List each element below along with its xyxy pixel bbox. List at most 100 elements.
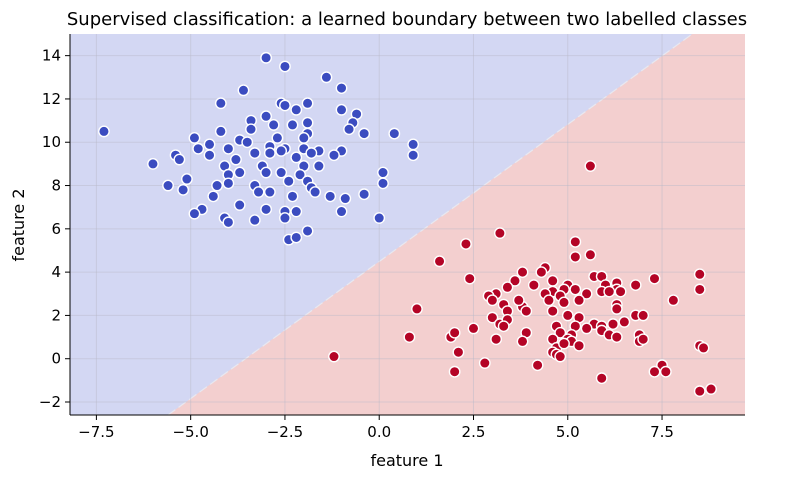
point-class-a (98, 125, 110, 138)
point-class-a (275, 144, 288, 157)
point-class-a (373, 212, 386, 224)
decision-regions (70, 34, 745, 415)
point-class-a (214, 125, 227, 138)
point-class-a (237, 84, 250, 97)
point-class-a (290, 103, 303, 116)
y-tick-label: 10 (42, 133, 61, 151)
point-class-b (595, 372, 608, 385)
point-class-a (275, 166, 288, 179)
point-class-a (188, 207, 201, 220)
point-class-b (667, 294, 680, 307)
point-class-b (467, 322, 480, 335)
point-class-a (407, 149, 420, 162)
point-class-a (335, 82, 348, 95)
point-class-a (312, 160, 325, 172)
point-class-a (173, 153, 186, 166)
point-class-a (271, 132, 284, 144)
point-class-a (260, 110, 272, 123)
point-class-b (569, 235, 582, 248)
y-tick-label: −2 (39, 393, 61, 411)
point-class-a (263, 186, 276, 198)
point-class-b (705, 383, 717, 395)
point-class-b (452, 346, 465, 359)
point-class-b (516, 335, 529, 348)
point-class-b (527, 279, 540, 292)
point-class-a (339, 192, 352, 205)
point-class-b (535, 266, 548, 279)
point-class-a (230, 153, 242, 166)
point-class-a (241, 136, 254, 149)
point-class-b (584, 160, 597, 172)
point-class-a (282, 175, 295, 188)
point-class-b (478, 357, 491, 369)
point-class-a (203, 149, 216, 162)
point-class-b (693, 385, 706, 398)
point-class-a (180, 173, 193, 185)
point-class-b (637, 309, 650, 322)
point-class-b (546, 305, 559, 317)
point-class-b (614, 285, 627, 298)
axes (69, 34, 745, 416)
point-class-a (263, 147, 276, 159)
point-class-a (248, 147, 261, 159)
point-class-b (697, 341, 710, 354)
point-class-b (648, 365, 661, 378)
point-class-a (290, 151, 303, 164)
data-points (98, 51, 717, 398)
point-class-b (618, 316, 631, 328)
point-class-a (260, 203, 272, 216)
point-class-a (309, 186, 322, 198)
point-class-a (320, 71, 333, 84)
point-class-a (211, 179, 223, 192)
x-tick-label: −7.5 (78, 423, 114, 441)
point-class-b (403, 331, 416, 343)
point-class-b (509, 274, 521, 287)
point-class-a (297, 132, 310, 144)
point-class-b (328, 350, 340, 363)
point-class-a (147, 157, 159, 170)
point-class-b (543, 294, 555, 307)
point-class-a (252, 186, 265, 198)
point-class-a (279, 212, 291, 224)
point-class-b (584, 248, 597, 261)
point-class-a (260, 166, 272, 179)
point-class-b (448, 365, 461, 378)
point-class-b (531, 359, 544, 372)
point-class-b (629, 279, 642, 292)
point-class-b (569, 251, 582, 263)
point-class-a (214, 97, 227, 110)
point-class-a (188, 132, 201, 144)
point-class-b (554, 326, 567, 339)
point-class-b (573, 339, 585, 352)
point-class-a (192, 142, 205, 155)
point-class-a (233, 199, 246, 211)
point-class-a (358, 188, 371, 201)
point-class-b (561, 309, 574, 322)
point-class-a (301, 116, 314, 129)
point-class-a (377, 166, 389, 179)
point-class-b (603, 285, 616, 298)
point-class-b (693, 283, 706, 296)
point-class-b (558, 296, 570, 309)
point-class-b (463, 272, 476, 285)
point-class-b (648, 272, 661, 285)
x-tick-label: 7.5 (650, 423, 674, 441)
point-class-a (286, 190, 299, 203)
point-class-a (245, 123, 257, 136)
point-class-b (448, 326, 461, 339)
x-tick-label: 2.5 (462, 423, 486, 441)
point-class-b (607, 318, 619, 330)
point-class-a (305, 147, 318, 159)
point-class-a (388, 127, 401, 140)
point-class-a (248, 214, 261, 227)
point-class-b (610, 303, 623, 315)
decision-boundary (167, 34, 693, 415)
point-class-b (460, 238, 472, 250)
ticks: −7.5 −5.0 −2.5 0.0 2.5 5.0 7.5 −2 0 2 4 6 8 10 12 14 (39, 47, 674, 441)
point-class-a (222, 142, 235, 155)
point-class-b (433, 255, 446, 268)
x-tick-label: −2.5 (267, 423, 303, 441)
point-class-b (493, 227, 506, 240)
point-class-b (554, 350, 567, 363)
point-class-b (486, 311, 499, 324)
